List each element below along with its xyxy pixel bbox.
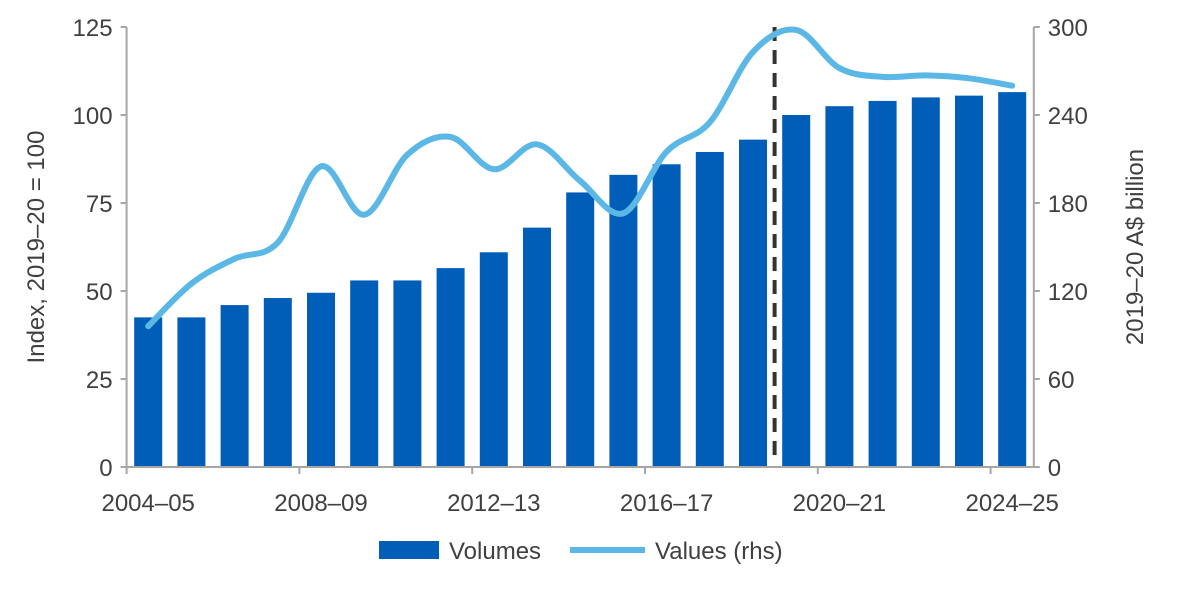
values-line — [145, 26, 1016, 330]
bar-2010–11 — [393, 280, 422, 467]
y-tick-label: 100 — [73, 103, 113, 130]
y-tick-label: 50 — [86, 279, 113, 306]
y2-tick-label: 60 — [1048, 367, 1075, 394]
y2-axis-title: 2019–20 A$ billion — [1122, 149, 1149, 345]
legend-label-values: Values (rhs) — [655, 538, 783, 565]
bar-2006–07 — [220, 305, 249, 467]
y-axis-title: Index, 2019–20 = 100 — [23, 131, 50, 364]
y-tick-label: 125 — [73, 15, 113, 42]
bar-2013–14 — [523, 227, 551, 467]
bar-2008–09 — [307, 292, 335, 467]
bar-2020–21 — [825, 106, 854, 467]
bar-2005–06 — [177, 317, 206, 467]
bar-2021–22 — [868, 100, 897, 468]
bar-2016–17 — [652, 164, 681, 467]
bar-2015–16 — [609, 174, 638, 467]
y2-tick-label: 240 — [1048, 103, 1088, 130]
bar-2019–20 — [782, 115, 811, 467]
legend: Volumes Values (rhs) — [379, 538, 783, 565]
bar-2017–18 — [695, 151, 724, 467]
x-tick-label: 2012–13 — [447, 490, 540, 517]
y-tick-label: 0 — [99, 455, 112, 482]
y2-tick-label: 180 — [1048, 191, 1088, 218]
x-tick-label: 2016–17 — [620, 490, 713, 517]
y-tick-label: 75 — [86, 191, 113, 218]
bar-2004–05 — [134, 317, 163, 467]
bar-2022–23 — [911, 97, 940, 468]
bar-2007–08 — [263, 298, 292, 467]
y2-tick-label: 0 — [1048, 455, 1061, 482]
x-tick-label: 2004–05 — [101, 490, 194, 517]
y-tick-label: 25 — [86, 367, 113, 394]
legend-swatch-volumes — [379, 541, 439, 559]
x-tick-label: 2008–09 — [274, 490, 367, 517]
bar-2018–19 — [739, 139, 767, 467]
bar-2023–24 — [955, 95, 983, 467]
bar-2012–13 — [479, 252, 508, 467]
bar-2024–25 — [998, 92, 1027, 468]
bar-2014–15 — [566, 192, 595, 467]
x-tick-label: 2020–21 — [793, 490, 886, 517]
y2-tick-label: 120 — [1048, 279, 1088, 306]
x-tick-label: 2024–25 — [965, 490, 1058, 517]
bar-2011–12 — [436, 268, 465, 467]
y2-tick-label: 300 — [1048, 15, 1088, 42]
bar-2009–10 — [350, 280, 379, 467]
legend-label-volumes: Volumes — [449, 538, 541, 565]
